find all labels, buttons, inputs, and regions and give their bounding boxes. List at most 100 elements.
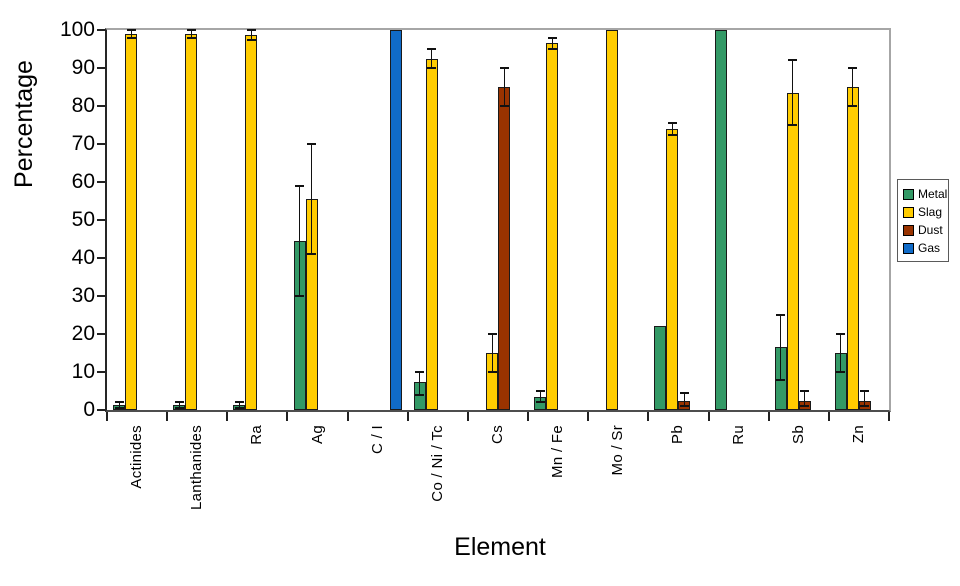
error-bar-metal-3 — [299, 185, 301, 296]
error-bar-slag-0 — [130, 30, 132, 38]
y-axis-tick — [97, 333, 105, 335]
x-category-label: Mo / Sr — [609, 425, 627, 476]
bar-slag-1 — [185, 33, 198, 410]
x-axis-tick — [106, 412, 108, 421]
x-axis-tick — [166, 412, 169, 421]
y-axis-tick — [97, 105, 105, 107]
x-category-label: Pb — [669, 425, 687, 444]
error-bar-cap — [800, 405, 810, 408]
y-axis-tick — [97, 219, 105, 221]
error-bar-cap — [535, 401, 545, 404]
y-tick-label: 60 — [71, 170, 95, 193]
error-bar-cap — [848, 105, 858, 107]
plot-area — [105, 28, 891, 412]
y-tick-label: 0 — [83, 398, 95, 421]
error-bar-cap — [126, 36, 136, 39]
bar-gas-4 — [389, 30, 402, 410]
x-axis-tick — [226, 412, 229, 421]
slag-swatch-icon — [903, 206, 914, 218]
bar-dust-6 — [498, 87, 510, 410]
metal-swatch-icon — [903, 188, 914, 200]
error-bar-slag-3 — [311, 144, 313, 255]
y-axis-tick — [97, 143, 105, 145]
error-bar-cap — [836, 371, 846, 373]
x-axis-tick — [406, 412, 409, 421]
error-bar-metal-7 — [539, 391, 541, 403]
y-tick-label: 50 — [71, 208, 95, 231]
dust-swatch-icon — [903, 224, 914, 236]
error-bar-metal-5 — [419, 372, 421, 395]
x-category-label: Ra — [248, 425, 266, 445]
y-tick-label: 90 — [71, 56, 95, 79]
x-category-label: Lanthanides — [188, 425, 206, 511]
x-category-label: Sb — [789, 425, 807, 444]
x-category-label: Mn / Fe — [549, 425, 567, 478]
error-bar-cap — [174, 401, 184, 404]
legend: Metal Slag Dust Gas — [897, 179, 949, 262]
error-bar-cap — [788, 59, 798, 62]
error-bar-cap — [547, 36, 557, 39]
x-axis-tick — [527, 412, 530, 421]
error-bar-cap — [234, 401, 244, 404]
bar-slag-0 — [125, 33, 138, 410]
error-bar-metal-0 — [118, 402, 120, 409]
x-axis-tick — [647, 412, 650, 421]
error-bar-cap — [776, 314, 786, 316]
y-tick-label: 80 — [71, 94, 95, 117]
error-bar-cap — [295, 295, 305, 297]
legend-item-metal: Metal — [903, 185, 948, 203]
error-bar-cap — [126, 29, 136, 31]
gas-swatch-icon — [903, 242, 914, 254]
error-bar-cap — [788, 124, 798, 126]
y-axis-tick — [97, 295, 105, 297]
bar-slag-7 — [546, 43, 559, 410]
error-bar-cap — [547, 48, 557, 50]
error-bar-cap — [487, 333, 497, 335]
error-bar-cap — [174, 407, 184, 410]
error-bar-cap — [427, 67, 437, 69]
x-axis-title: Element — [454, 533, 546, 561]
x-category-label: Actinides — [128, 425, 146, 489]
y-tick-label: 10 — [71, 360, 95, 383]
x-axis-tick — [707, 412, 710, 421]
x-category-label: Ag — [308, 425, 326, 444]
error-bar-cap — [186, 36, 196, 39]
error-bar-cap — [307, 253, 317, 256]
bar-slag-2 — [245, 34, 258, 410]
error-bar-slag-11 — [792, 60, 794, 125]
error-bar-cap — [114, 407, 124, 410]
error-bar-cap — [776, 378, 786, 381]
error-bar-dust-12 — [864, 391, 866, 407]
error-bar-cap — [427, 48, 437, 50]
error-bar-cap — [679, 391, 689, 394]
error-bar-dust-11 — [804, 391, 806, 407]
bar-slag-8 — [606, 30, 619, 410]
error-bar-cap — [860, 390, 870, 392]
error-bar-cap — [800, 390, 810, 392]
error-bar-metal-12 — [840, 334, 842, 372]
y-tick-label: 70 — [71, 132, 95, 155]
bar-slag-12 — [846, 87, 859, 410]
y-axis-title: Percentage — [10, 60, 38, 188]
y-axis-tick — [97, 29, 105, 31]
y-tick-label: 100 — [59, 18, 95, 41]
error-bar-cap — [848, 67, 858, 69]
error-bar-slag-7 — [551, 37, 553, 49]
error-bar-cap — [667, 122, 677, 125]
error-bar-metal-2 — [238, 402, 240, 409]
y-axis-tick — [97, 409, 105, 411]
x-axis-tick — [587, 412, 590, 421]
error-bar-cap — [307, 143, 317, 145]
error-bar-slag-9 — [671, 123, 673, 135]
legend-label-metal: Metal — [918, 187, 948, 201]
error-bar-slag-12 — [852, 68, 854, 106]
error-bar-cap — [679, 405, 689, 408]
bar-metal-9 — [654, 326, 667, 410]
legend-label-dust: Dust — [918, 223, 943, 237]
x-category-label: Cs — [489, 425, 506, 444]
error-bar-cap — [295, 184, 305, 187]
error-bar-cap — [246, 29, 256, 31]
legend-item-gas: Gas — [903, 239, 944, 257]
bar-metal-10 — [714, 30, 727, 410]
